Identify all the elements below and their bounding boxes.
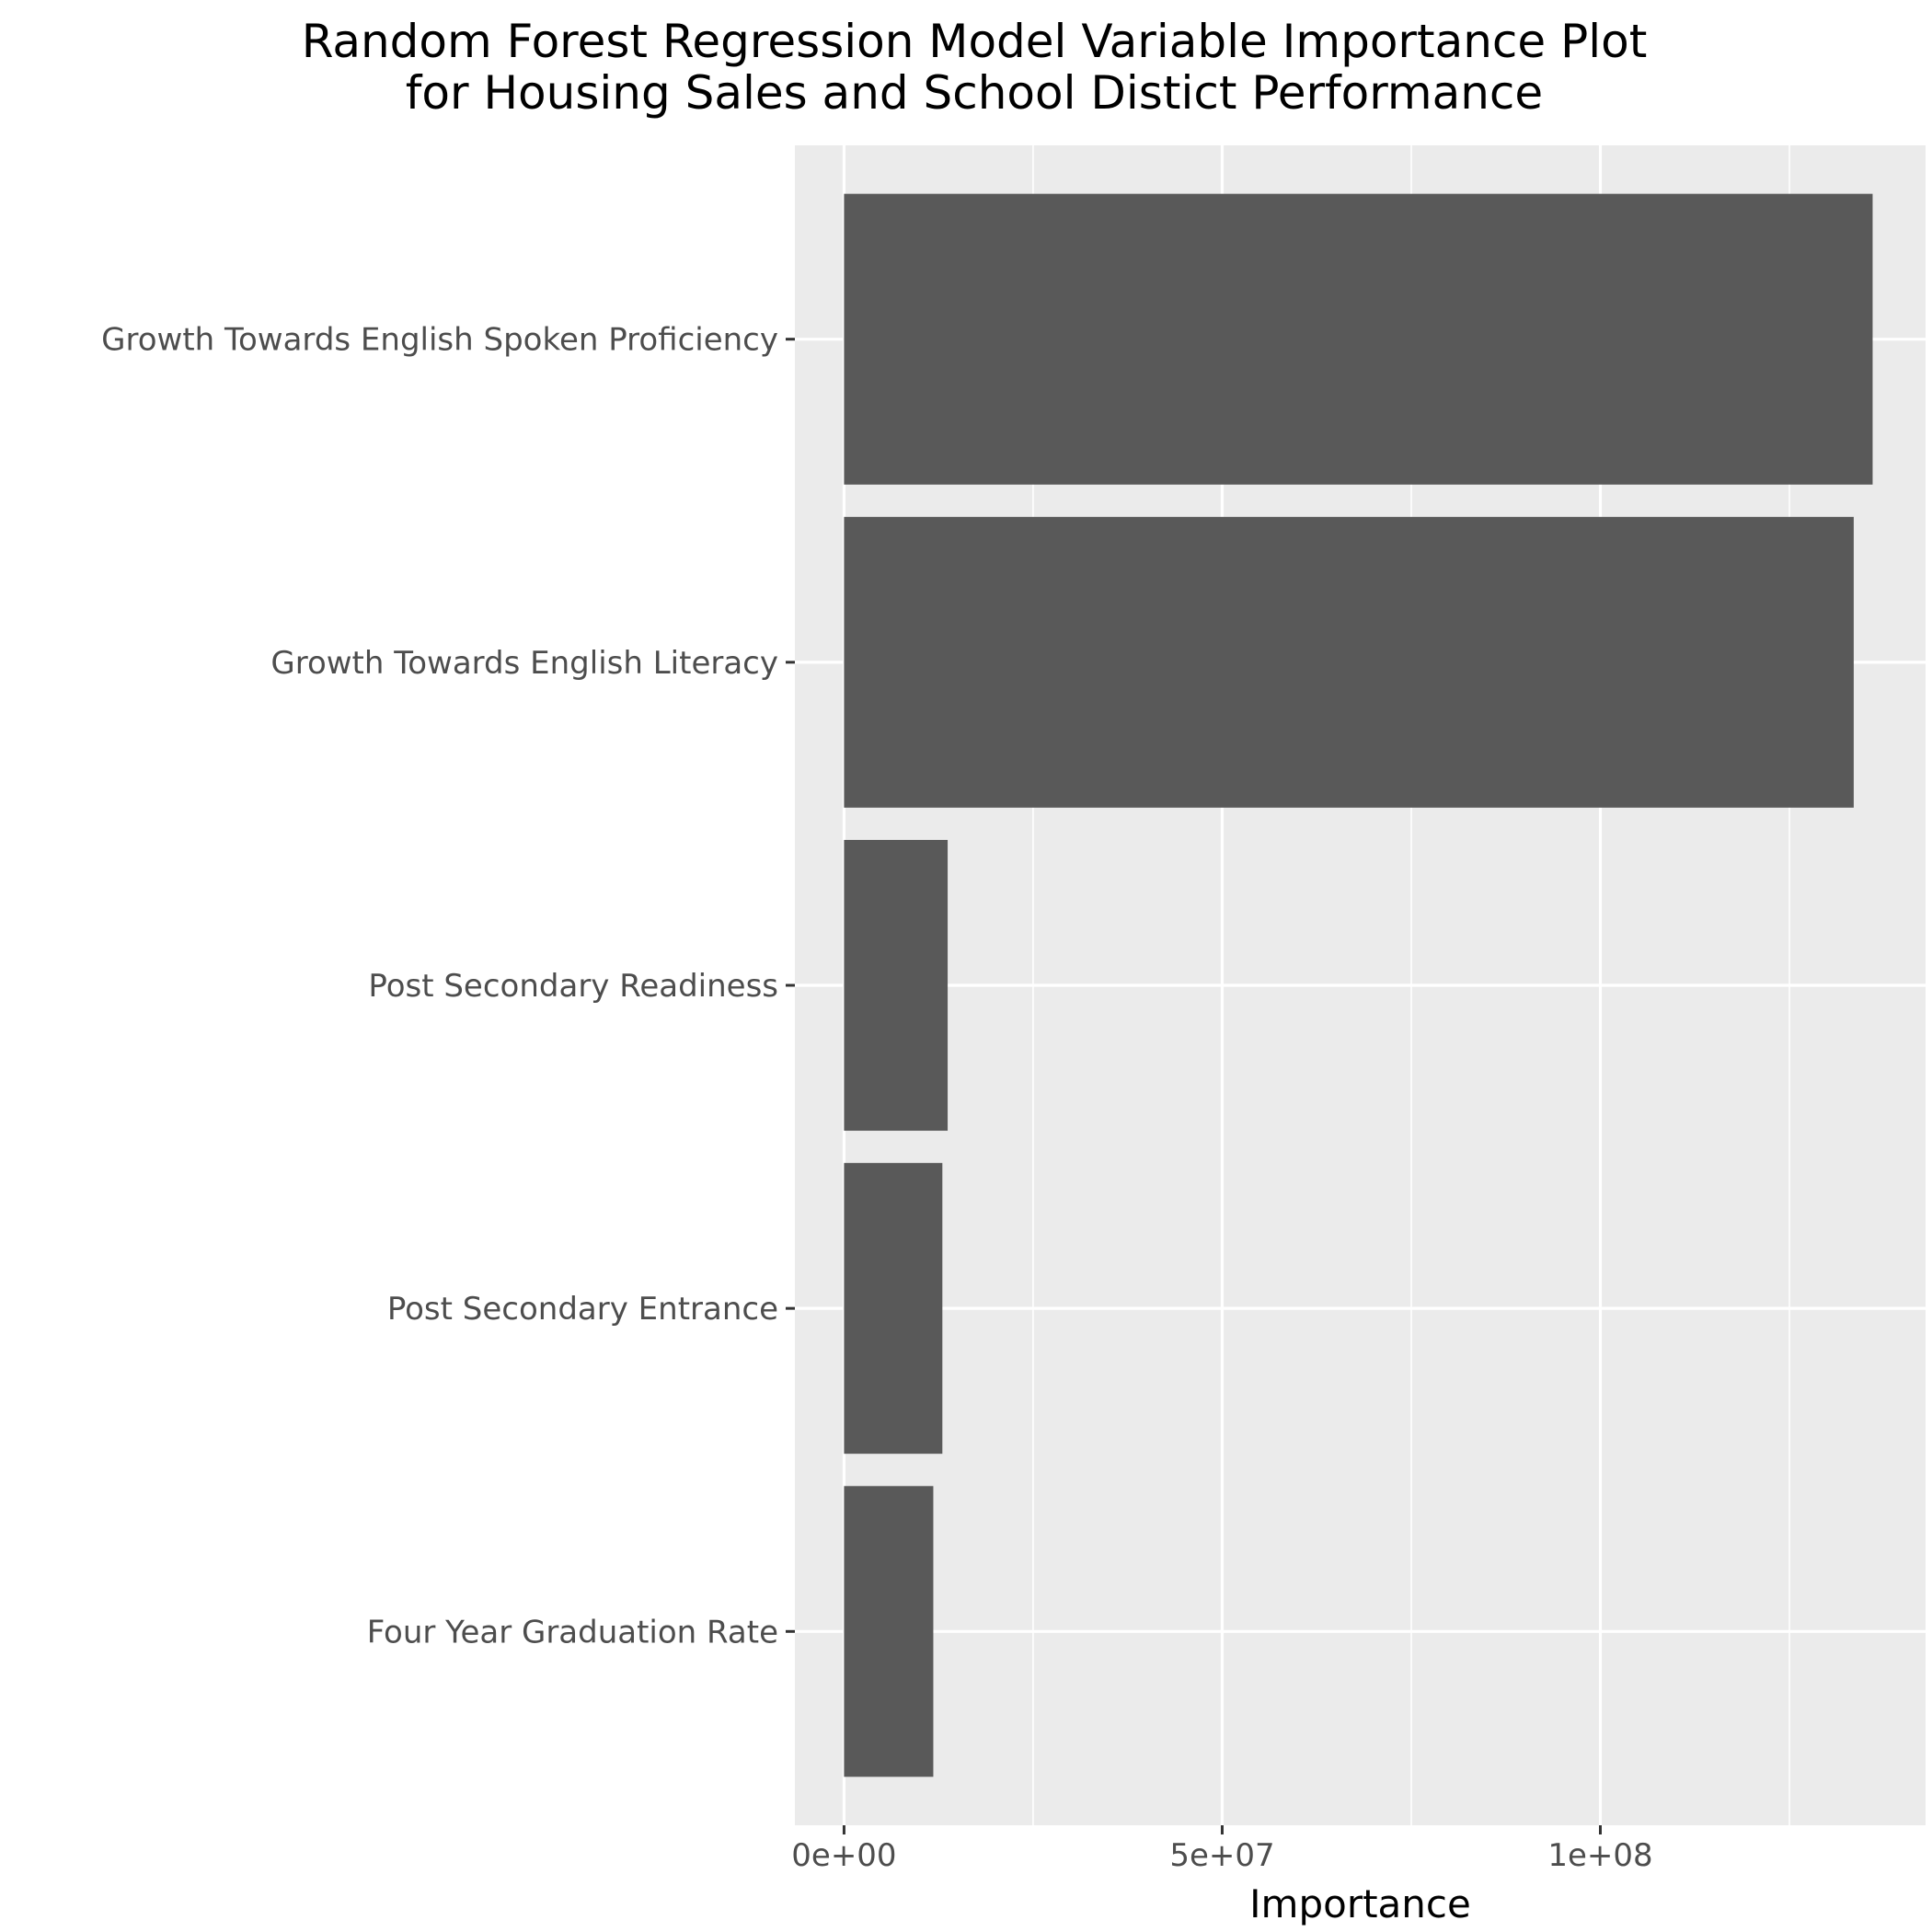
bars (844, 193, 1873, 1777)
y-axis: Growth Towards English Spoken Proficienc… (101, 322, 795, 1650)
y-tick-label: Growth Towards English Spoken Proficienc… (101, 322, 778, 359)
x-axis-title: Importance (1249, 1881, 1471, 1926)
chart-subtitle: for Housing Sales and School Distict Per… (406, 66, 1543, 120)
y-tick-label: Growth Towards English Literacy (270, 645, 778, 682)
y-tick-label: Post Secondary Entrance (387, 1291, 778, 1328)
x-tick-label: 0e+00 (791, 1837, 896, 1874)
bar (844, 193, 1873, 485)
bar (844, 1486, 934, 1777)
y-tick-label: Post Secondary Readiness (368, 968, 778, 1005)
chart-title: Random Forest Regression Model Variable … (302, 15, 1648, 68)
x-axis: 0e+00 5e+07 1e+08 (791, 1825, 1653, 1874)
x-tick-label: 5e+07 (1169, 1837, 1274, 1874)
x-tick-label: 1e+08 (1547, 1837, 1652, 1874)
bar (844, 839, 949, 1132)
y-tick-label: Four Year Graduation Rate (367, 1614, 778, 1650)
bar (844, 1163, 943, 1455)
bar (844, 516, 1854, 808)
